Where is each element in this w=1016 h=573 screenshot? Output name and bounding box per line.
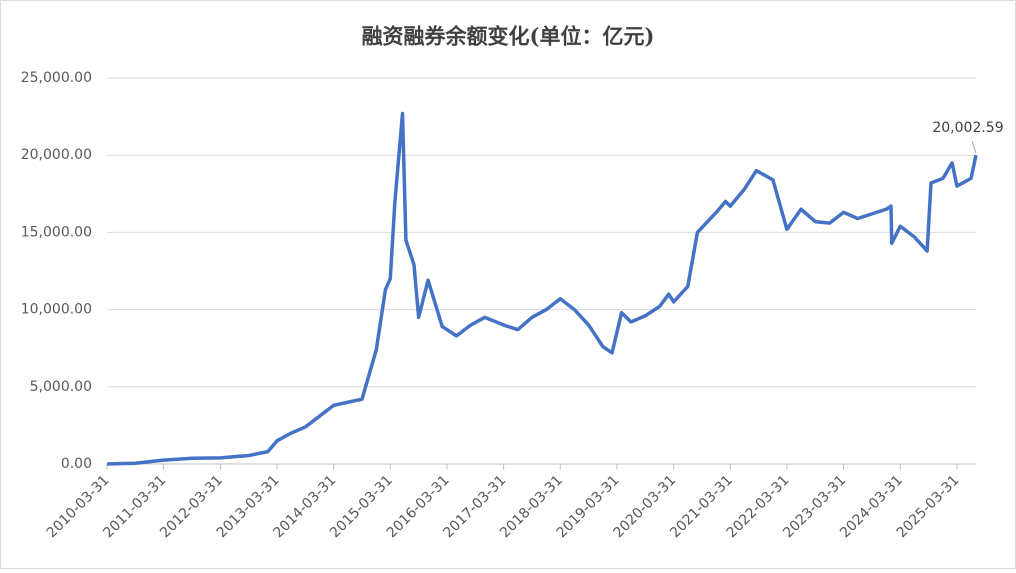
y-tick-label: 5,000.00	[30, 379, 92, 395]
data-label: 20,002.59	[932, 120, 1003, 136]
y-tick-label: 20,000.00	[21, 147, 92, 163]
y-tick-label: 10,000.00	[21, 302, 92, 318]
y-tick-label: 15,000.00	[21, 224, 92, 240]
label-leader	[971, 141, 977, 154]
y-tick-label: 0.00	[61, 456, 92, 472]
chart-title: 融资融券余额变化(单位：亿元)	[362, 24, 655, 49]
data-line	[106, 111, 978, 466]
y-tick-label: 25,000.00	[21, 70, 92, 86]
